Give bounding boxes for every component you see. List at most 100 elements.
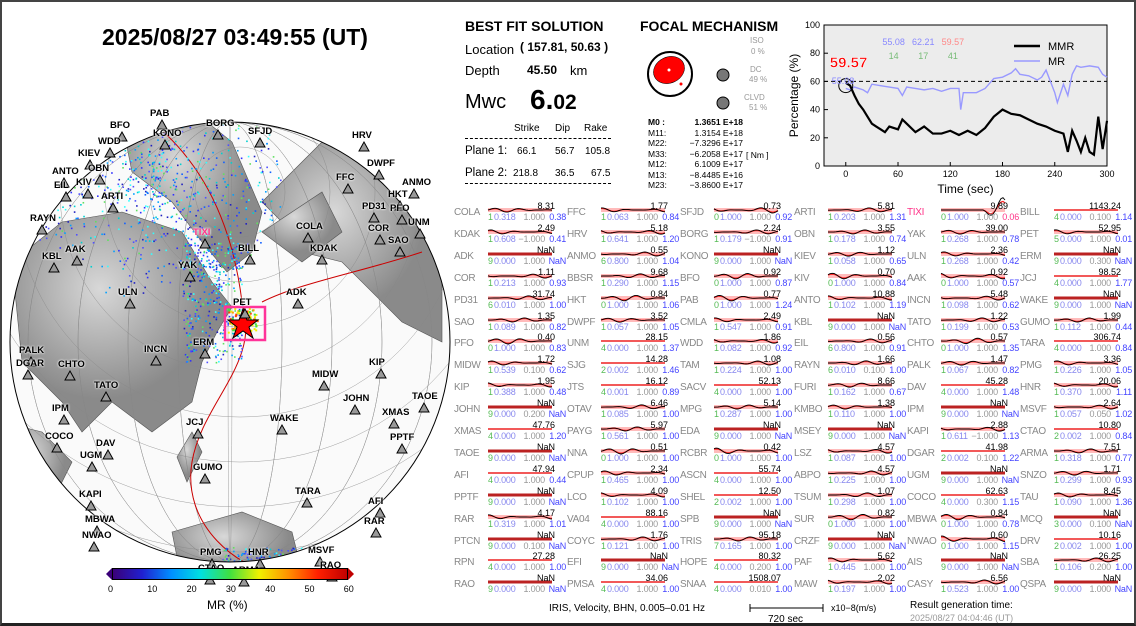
weight-value: 1.000 <box>749 540 771 551</box>
station-cell: COR 1.11 1 0.213 1.000 0.93 <box>454 267 567 289</box>
mr-grid-point <box>277 548 280 551</box>
mr-grid-point <box>228 311 231 314</box>
mr-grid-point <box>64 151 67 154</box>
amplitude-ratio: 0.78 <box>1002 233 1019 244</box>
weight-value: 1.000 <box>1089 321 1111 332</box>
amplitude-ratio: 0.38 <box>549 212 566 222</box>
variance-value: NaN <box>536 398 555 409</box>
mr-grid-point <box>209 302 212 305</box>
station-label: RAR <box>364 516 385 527</box>
variance-value: 2.64 <box>1103 398 1121 409</box>
waveform <box>827 294 892 301</box>
waveform <box>941 493 1005 496</box>
mr-grid-point <box>195 261 197 264</box>
mr-grid-point <box>220 249 223 251</box>
station-triangle-icon <box>82 187 94 199</box>
mr-grid-point <box>236 214 238 217</box>
mr-grid-point <box>190 328 193 330</box>
quality-flag: 7 <box>714 540 720 551</box>
mr-grid-point <box>232 332 234 335</box>
weight-value: 1.000 <box>1089 233 1111 244</box>
observed-trace <box>487 513 553 520</box>
observed-trace <box>941 316 1006 322</box>
station-name: ARMA <box>1020 447 1048 459</box>
mr-grid-point <box>154 178 157 180</box>
variance-value: 5.81 <box>877 201 895 211</box>
variance-value: 20.06 <box>1098 376 1121 387</box>
mr-grid-point <box>152 217 155 219</box>
correlation-value: 0.000 <box>720 255 742 266</box>
quality-flag: 1 <box>488 277 494 288</box>
weight-value: 1.000 <box>749 299 771 310</box>
mr-grid-point <box>149 154 151 157</box>
observed-trace <box>827 382 892 388</box>
waveform-band <box>828 339 892 344</box>
variance-value: 2.49 <box>537 222 555 233</box>
mr-grid-point <box>94 225 97 228</box>
amplitude-ratio: NaN <box>1001 474 1020 485</box>
mr-grid-point <box>230 249 233 252</box>
variance-value: 3.52 <box>650 310 668 321</box>
correlation-value: 1.000 <box>947 540 969 551</box>
station-name: ASCN <box>680 469 707 481</box>
amplitude-ratio: NaN <box>888 321 907 332</box>
mr-grid-point <box>39 239 42 241</box>
mr-grid-point <box>81 169 83 172</box>
station-name: PMSA <box>567 579 595 591</box>
station-name: GUMO <box>1020 316 1050 328</box>
mr-grid-point <box>231 345 234 347</box>
variance-value: 8.66 <box>877 376 895 387</box>
quality-flag: 6 <box>601 255 607 266</box>
station-name: PAB <box>680 294 699 306</box>
quality-flag: 0 <box>941 343 947 354</box>
amplitude-ratio: NaN <box>661 562 680 573</box>
mr-grid-point <box>100 159 103 162</box>
variance-value: 10.88 <box>872 288 895 299</box>
weight-value: 1.000 <box>863 431 885 441</box>
weight-value: 0.100 <box>1089 212 1111 222</box>
focal-title: FOCAL MECHANISM <box>640 18 779 34</box>
amplitude-ratio: 1.00 <box>662 584 679 595</box>
mr-grid-point <box>209 326 212 329</box>
mr-grid-point <box>266 166 268 169</box>
mr-grid-point <box>170 166 173 169</box>
variance-value: NaN <box>876 310 895 321</box>
mr-grid-point <box>218 303 221 306</box>
mr-grid-point <box>143 209 145 212</box>
mr-grid-point <box>216 280 219 282</box>
variance-value: 52.13 <box>758 376 781 387</box>
mr-grid-point <box>225 320 228 323</box>
mr-grid-point <box>271 219 274 222</box>
mr-grid-point <box>212 168 215 170</box>
mr-grid-point <box>189 126 192 129</box>
station-name: AFI <box>454 469 469 481</box>
variance-value: 0.77 <box>763 288 781 299</box>
mr-grid-point <box>193 258 196 261</box>
epicenter-star-icon <box>226 307 260 340</box>
mr-grid-point <box>152 170 155 173</box>
mr-grid-point <box>260 171 263 174</box>
mr-grid-point <box>233 219 235 222</box>
mr-grid-point <box>203 273 206 276</box>
tensor-value: −8.4485 E+16 <box>689 169 743 180</box>
weight-value: 1.000 <box>976 387 998 398</box>
meridian <box>177 122 283 562</box>
mr-grid-point <box>37 131 40 134</box>
mr-grid-point <box>279 553 282 556</box>
mr-grid-point <box>190 341 192 344</box>
mr-grid-point <box>127 103 129 105</box>
mr-grid-point <box>57 191 60 194</box>
waveform <box>828 360 893 366</box>
variance-value: 14.28 <box>645 354 668 365</box>
mr-grid-point <box>292 547 295 550</box>
mr-grid-point <box>238 261 240 264</box>
variance-value: 4.57 <box>877 463 895 474</box>
mr-grid-point <box>193 262 196 265</box>
mr-grid-point <box>173 207 175 210</box>
station-name: HRV <box>567 228 588 240</box>
quality-flag: 0 <box>941 212 947 222</box>
station-cell: MIDW 1.72 1 0.539 0.100 0.62 <box>454 354 567 376</box>
tensor-component: M22: <box>648 138 667 148</box>
mr-grid-point <box>259 201 262 203</box>
weight-value: 1.000 <box>636 562 658 573</box>
